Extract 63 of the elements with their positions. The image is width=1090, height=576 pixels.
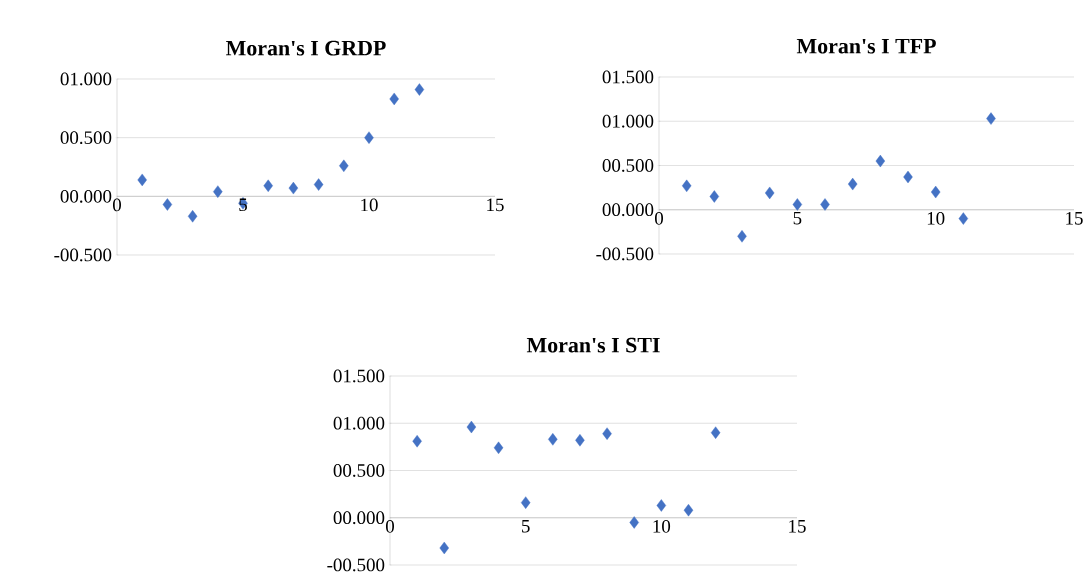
point — [162, 198, 173, 211]
point — [520, 496, 531, 509]
point — [930, 185, 941, 199]
y-tick-label: 00.500 — [60, 131, 112, 145]
x-tick-label: 15 — [487, 198, 504, 212]
point — [213, 185, 223, 198]
y-tick-label: 01.500 — [602, 70, 654, 84]
point — [137, 173, 147, 187]
y-tick-label: 01.000 — [333, 416, 385, 430]
y-tick-label: -00.500 — [596, 247, 654, 261]
x-tick-label: 15 — [1066, 211, 1083, 225]
y-tick-label: 01.500 — [333, 369, 385, 383]
point — [683, 503, 694, 517]
point — [764, 186, 775, 200]
y-tick-label: 01.000 — [602, 114, 654, 128]
point — [364, 131, 374, 144]
point — [389, 92, 399, 106]
point — [958, 212, 969, 225]
point — [313, 178, 324, 191]
x-tick-label: 5 — [522, 519, 530, 533]
chart-title: Moran's I TFP — [796, 38, 936, 54]
point — [710, 426, 721, 439]
point — [709, 190, 720, 203]
y-tick-label: -00.500 — [327, 558, 385, 572]
y-tick-label: 00.000 — [60, 189, 112, 203]
point — [263, 179, 273, 192]
point — [339, 159, 349, 173]
point — [439, 541, 449, 555]
x-tick-label: 15 — [789, 519, 806, 533]
point — [602, 427, 612, 440]
point — [466, 420, 477, 434]
y-tick-label: 00.000 — [602, 203, 654, 217]
point — [629, 516, 639, 529]
point — [493, 441, 504, 455]
point — [187, 210, 198, 223]
point — [548, 433, 558, 446]
x-tick-label: 0 — [385, 519, 395, 533]
point — [681, 179, 692, 193]
point — [792, 198, 803, 211]
x-tick-label: 5 — [793, 211, 802, 225]
point — [903, 170, 913, 184]
x-tick-label: 0 — [112, 198, 121, 212]
y-tick-label: 01.000 — [60, 72, 112, 86]
x-tick-label: 10 — [927, 211, 945, 225]
point — [656, 499, 667, 512]
point — [412, 435, 422, 448]
y-tick-label: -00.500 — [54, 248, 112, 262]
chart-title: Moran's I STI — [526, 337, 660, 353]
point — [820, 198, 830, 211]
point — [414, 83, 425, 96]
y-tick-label: 00.000 — [333, 511, 385, 525]
y-tick-label: 00.500 — [602, 159, 654, 172]
chart-title: Moran's I GRDP — [226, 40, 386, 56]
x-tick-label: 0 — [654, 211, 664, 225]
point — [875, 154, 886, 168]
point — [737, 230, 747, 243]
point — [288, 181, 299, 195]
point — [847, 177, 858, 191]
point — [575, 434, 585, 447]
x-tick-label: 10 — [653, 519, 671, 533]
y-tick-label: 00.500 — [333, 464, 385, 477]
x-tick-label: 10 — [361, 198, 378, 212]
point — [986, 112, 996, 125]
